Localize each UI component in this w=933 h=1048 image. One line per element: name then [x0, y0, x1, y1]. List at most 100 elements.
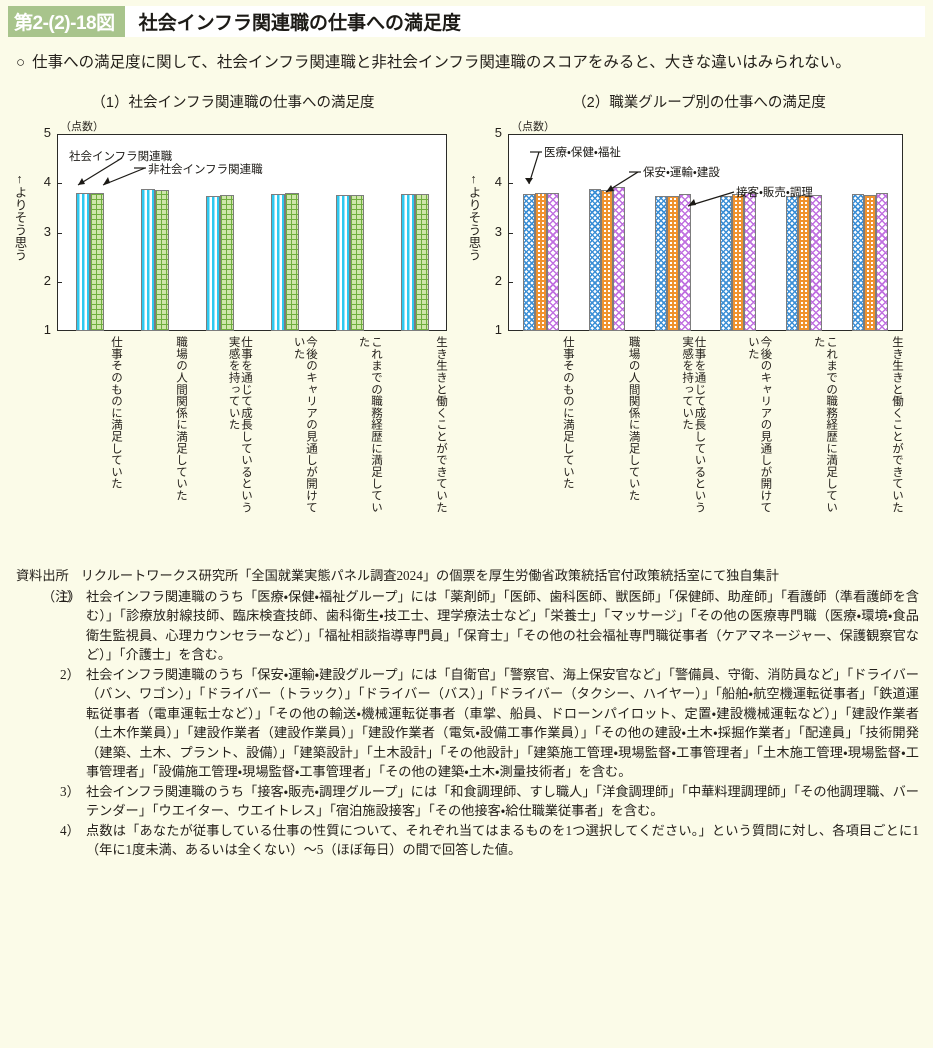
note-number: 2） [60, 666, 80, 682]
y-tick-mark [508, 281, 513, 283]
bar [89, 193, 104, 331]
notes-group: （注） 1） 社会インフラ関連職のうち「医療・保健・福祉グループ」には「薬剤師」「… [16, 587, 919, 860]
chart-2-legend-series-1: 医療・保健・福祉 [544, 147, 621, 160]
note-item: 1） 社会インフラ関連職のうち「医療・保健・福祉グループ」には「薬剤師」「医師、歯… [60, 587, 919, 665]
y-tick-mark [508, 183, 513, 185]
y-tick-mark [57, 183, 62, 185]
notes-label: （注） [42, 588, 82, 604]
bar [546, 193, 559, 331]
chart-1-legend-series-2: 非社会インフラ関連職 [148, 164, 263, 177]
note-number: 3） [60, 783, 80, 799]
y-tick-label: 3 [494, 223, 502, 239]
bullet-icon: ○ [16, 54, 26, 71]
chart-1-legend-series-1: 社会インフラ関連職 [69, 151, 173, 164]
bar [798, 194, 811, 331]
x-axis-label: 仕事を通じて成長しているという実感を持っていた [681, 336, 706, 514]
bar [140, 189, 155, 331]
chart-1-y-axis-title: ↑よりそう思う [12, 172, 27, 262]
chart-2-x-labels: 仕事そのものに満足していた 職場の人間関係に満足していた 仕事を通じて成長していると… [508, 336, 903, 521]
footnotes: 資料出所 リクルートワークス研究所「全国就業実態パネル調査2024」の個票を厚生… [16, 566, 919, 860]
x-axis-label: これまでの職務経歴に満足していた [812, 336, 838, 514]
chart-2-title: （2）職業グループ別の仕事への満足度 [572, 95, 826, 112]
bar [612, 186, 625, 331]
chart-2-unit-label: （点数） [511, 121, 555, 134]
x-axis-label: 仕事そのものに満足していた [561, 336, 574, 490]
bar [786, 196, 799, 331]
note-text: 社会インフラ関連職のうち「保安・運輸・建設グループ」には「自衛官」「警察官、海上… [86, 666, 919, 780]
chart-2-legend-series-2: 保安・運輸・建設 [643, 167, 720, 180]
bar [284, 193, 299, 331]
x-axis-label: 仕事を通じて成長しているという実感を持っていた [227, 336, 252, 514]
notes-list: 1） 社会インフラ関連職のうち「医療・保健・福祉グループ」には「薬剤師」「医師、歯… [60, 587, 919, 860]
figure-number: 第2-(2)-18図 [8, 6, 125, 37]
chart-1-x-labels: 仕事そのものに満足していた 職場の人間関係に満足していた 仕事を通じて成長していると… [57, 336, 447, 521]
bar [876, 192, 889, 331]
chart-panel-2: （2）職業グループ別の仕事への満足度 （点数） ↑よりそう思う 1 2 3 4 5 医療… [466, 91, 932, 513]
y-tick-mark [57, 232, 62, 234]
y-tick-label: 3 [43, 223, 51, 239]
y-tick-mark [57, 281, 62, 283]
bar [400, 193, 415, 331]
bar [852, 193, 865, 331]
bar [270, 193, 285, 331]
bar [666, 196, 679, 331]
chart-2-y-axis-title: ↑よりそう思う [466, 172, 481, 262]
bar [522, 193, 535, 331]
bar [534, 192, 547, 331]
bar [600, 190, 613, 331]
bar [205, 195, 220, 332]
bar [335, 194, 350, 331]
bar [219, 195, 234, 331]
note-text: 社会インフラ関連職のうち「接客・販売・調理グループ」には「和食調理師、すし職人」… [86, 783, 919, 819]
bar [75, 193, 90, 331]
note-text: 社会インフラ関連職のうち「医療・保健・福祉グループ」には「薬剤師」「医師、歯科医… [86, 588, 919, 663]
summary-paragraph: ○ 仕事への満足度に関して、社会インフラ関連職と非社会インフラ関連職のスコアをみ… [16, 51, 917, 75]
note-item: 2） 社会インフラ関連職のうち「保安・運輸・建設グループ」には「自衛官」「警察官、… [60, 665, 919, 782]
y-tick-label: 4 [494, 174, 502, 190]
bar [349, 194, 364, 331]
source-text: リクルートワークス研究所「全国就業実態パネル調査2024」の個票を厚生労働省政策… [80, 568, 779, 583]
y-tick-label: 2 [494, 272, 502, 288]
summary-text: 仕事への満足度に関して、社会インフラ関連職と非社会インフラ関連職のスコアをみると… [32, 54, 851, 71]
y-tick-label: 4 [43, 174, 51, 190]
bar [414, 193, 429, 331]
chart-2-frame [508, 134, 903, 332]
y-tick-label: 1 [494, 322, 502, 338]
x-axis-label: 今後のキャリアの見通しが開けていた [746, 336, 772, 514]
bar [810, 194, 823, 331]
y-tick-label: 5 [494, 125, 502, 141]
bar [864, 195, 877, 331]
y-tick-label: 5 [43, 125, 51, 141]
y-tick-label: 2 [43, 272, 51, 288]
x-axis-label: 仕事そのものに満足していた [110, 336, 122, 490]
bar [154, 189, 169, 331]
x-axis-label: 今後のキャリアの見通しが開けていた [292, 336, 317, 514]
figure-header-banner: 第2-(2)-18図 社会インフラ関連職の仕事への満足度 [8, 6, 925, 37]
note-number: 1） [60, 588, 80, 604]
note-number: 4） [60, 822, 80, 838]
chart-1-unit-label: （点数） [60, 121, 104, 134]
chart-2-legend-series-3: 接客・販売・調理 [736, 187, 813, 200]
bar [744, 191, 757, 331]
x-axis-label: 職場の人間関係に満足していた [175, 336, 187, 502]
y-tick-mark [508, 232, 513, 234]
bar [654, 196, 667, 331]
note-item: 3） 社会インフラ関連職のうち「接客・販売・調理グループ」には「和食調理師、すし職… [60, 782, 919, 821]
note-item: 4） 点数は「あなたが従事している仕事の性質について、それぞれ当てはまるものを1つ… [60, 821, 919, 860]
x-axis-label: これまでの職務経歴に満足していた [357, 336, 382, 514]
source-row: 資料出所 リクルートワークス研究所「全国就業実態パネル調査2024」の個票を厚生… [16, 566, 919, 586]
x-axis-label: 生き生きと働くことができていた [435, 336, 447, 514]
bar [732, 193, 745, 331]
bar [678, 194, 691, 331]
note-text: 点数は「あなたが従事している仕事の性質について、それぞれ当てはまるものを1つ選択… [86, 822, 919, 858]
source-label: 資料出所 [16, 568, 69, 583]
chart-1-title: （1）社会インフラ関連職の仕事への満足度 [91, 95, 375, 112]
bar [720, 196, 733, 331]
x-axis-label: 生き生きと働くことができていた [890, 336, 903, 514]
bar [588, 189, 601, 331]
figure-title: 社会インフラ関連職の仕事への満足度 [124, 6, 925, 37]
y-tick-label: 1 [43, 322, 51, 338]
x-axis-label: 職場の人間関係に満足していた [627, 336, 640, 502]
